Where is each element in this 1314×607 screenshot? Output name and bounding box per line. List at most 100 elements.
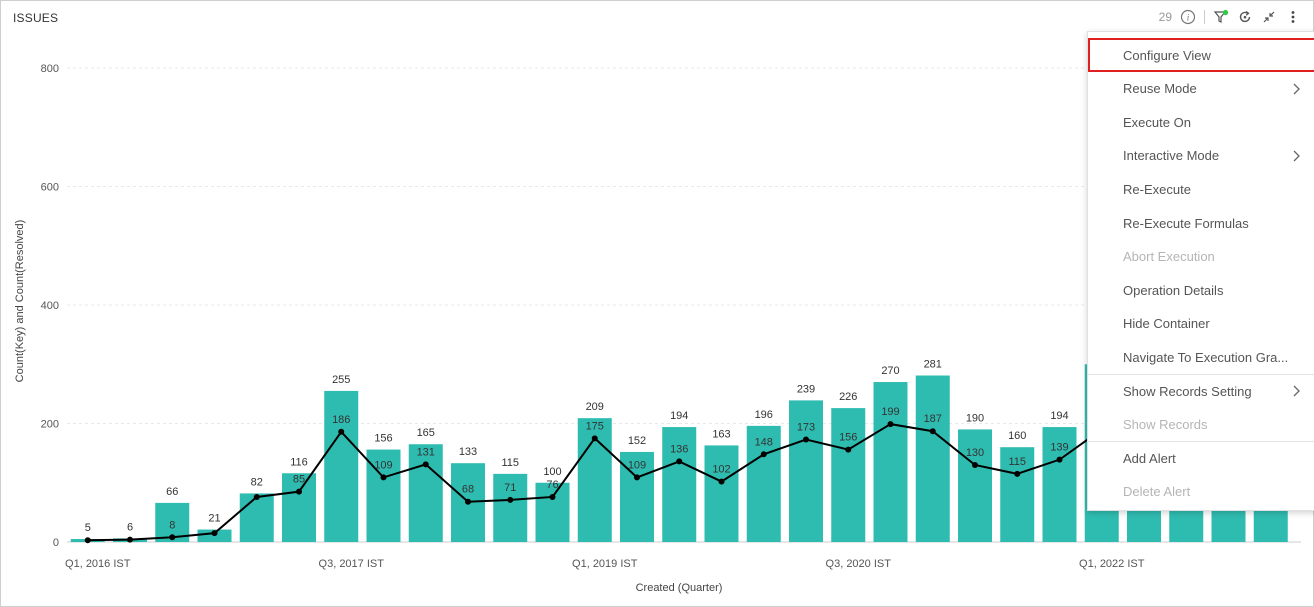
menu-item-label: Navigate To Execution Gra... <box>1123 349 1289 365</box>
chevron-right-icon <box>1288 81 1304 97</box>
line-point[interactable] <box>718 478 725 485</box>
bar[interactable] <box>408 444 443 542</box>
line-point[interactable] <box>465 498 471 505</box>
bar-data-label: 66 <box>166 486 178 498</box>
menu-item-interactive-mode[interactable]: Interactive Mode <box>1088 139 1314 173</box>
line-point[interactable] <box>253 493 260 500</box>
bar[interactable] <box>282 473 316 542</box>
line-point[interactable] <box>676 458 683 465</box>
x-tick-label: Q1, 2016 IST <box>65 558 131 570</box>
x-tick-label: Q3, 2020 IST <box>826 558 892 570</box>
menu-item-show-records-setting[interactable]: Show Records Setting <box>1088 374 1314 408</box>
line-point[interactable] <box>211 530 218 537</box>
x-axis-label: Created (Quarter) <box>636 582 723 594</box>
line-point[interactable] <box>380 474 387 481</box>
context-menu: Configure View Reuse Mode Execute On Intera… <box>1087 31 1314 511</box>
line-point[interactable] <box>507 496 514 503</box>
menu-item-abort-execution: Abort Execution <box>1088 240 1314 274</box>
line-data-label: 136 <box>670 443 688 455</box>
line-point[interactable] <box>169 534 176 541</box>
more-vertical-icon[interactable] <box>1285 9 1301 25</box>
bar[interactable] <box>915 375 950 542</box>
info-icon[interactable]: i <box>1180 9 1196 25</box>
bar[interactable] <box>1000 447 1035 542</box>
bar-data-label: 196 <box>755 409 773 421</box>
y-tick-label: 0 <box>53 537 59 549</box>
menu-item-label: Show Records Setting <box>1123 383 1252 399</box>
line-data-label: 102 <box>712 464 730 476</box>
menu-item-label: Operation Details <box>1123 282 1224 298</box>
bar[interactable] <box>789 400 823 542</box>
bar[interactable] <box>831 408 866 542</box>
panel-toolbar: 29 i <box>1159 7 1301 27</box>
line-data-label: 115 <box>1008 456 1026 468</box>
refresh-icon[interactable] <box>1237 9 1253 25</box>
menu-item-delete-alert: Delete Alert <box>1088 475 1314 509</box>
menu-item-re-execute-formulas[interactable]: Re-Execute Formulas <box>1088 206 1314 240</box>
bar[interactable] <box>1042 427 1077 542</box>
line-point[interactable] <box>338 428 345 435</box>
bar-data-label: 82 <box>251 476 263 488</box>
menu-item-reuse-mode[interactable]: Reuse Mode <box>1088 72 1314 106</box>
menu-item-re-execute[interactable]: Re-Execute <box>1088 172 1314 206</box>
line-point[interactable] <box>803 436 809 443</box>
line-point[interactable] <box>760 451 767 458</box>
bar-data-label: 190 <box>966 412 984 424</box>
bar[interactable] <box>239 493 274 542</box>
line-data-label: 85 <box>293 474 305 486</box>
bar[interactable] <box>535 482 570 542</box>
bar-data-label: 270 <box>881 365 899 377</box>
menu-item-add-alert[interactable]: Add Alert <box>1088 441 1314 475</box>
line-point[interactable] <box>84 537 91 544</box>
bar-data-label: 100 <box>543 466 561 478</box>
line-point[interactable] <box>1014 470 1021 477</box>
line-data-labels: 8 85 186 109 131 68 71 76 175 109 136 102 148 173 156 1… <box>169 406 1068 531</box>
line-point[interactable] <box>296 488 302 495</box>
line-point[interactable] <box>929 428 936 435</box>
menu-divider <box>1088 441 1314 443</box>
line-point[interactable] <box>634 474 640 481</box>
line-data-label: 139 <box>1050 442 1068 454</box>
panel-title: ISSUES <box>13 11 59 25</box>
bar-data-label: 194 <box>1050 410 1068 422</box>
line-data-label: 199 <box>881 406 899 418</box>
bar[interactable] <box>324 390 359 542</box>
menu-item-label: Show Records <box>1123 417 1208 433</box>
toolbar-separator <box>1204 10 1205 24</box>
menu-item-execute-on[interactable]: Execute On <box>1088 105 1314 139</box>
bar[interactable] <box>704 445 739 542</box>
menu-item-label: Add Alert <box>1123 450 1176 466</box>
line-point[interactable] <box>591 435 598 442</box>
line-point[interactable] <box>887 421 894 428</box>
bar[interactable] <box>746 425 781 542</box>
menu-item-label: Abort Execution <box>1123 249 1215 265</box>
menu-item-hide-container[interactable]: Hide Container <box>1088 307 1314 341</box>
menu-item-navigate-to-execution-gra[interactable]: Navigate To Execution Gra... <box>1088 340 1314 374</box>
menu-item-label: Interactive Mode <box>1123 148 1220 164</box>
bar-data-label: 6 <box>127 521 133 533</box>
line-data-label: 148 <box>755 436 773 448</box>
line-point[interactable] <box>845 446 852 453</box>
line-point[interactable] <box>127 536 133 543</box>
line-point[interactable] <box>549 493 556 500</box>
line-point[interactable] <box>422 461 429 468</box>
line-point[interactable] <box>972 461 978 468</box>
bar-data-label: 281 <box>924 359 942 371</box>
bar[interactable] <box>662 427 697 542</box>
line-points <box>84 421 1105 544</box>
bar[interactable] <box>873 382 908 542</box>
bar-data-label: 255 <box>332 374 350 386</box>
x-tick-label: Q3, 2017 IST <box>319 558 385 570</box>
menu-item-configure-view[interactable]: Configure View <box>1088 38 1314 72</box>
y-tick-label: 200 <box>41 419 59 431</box>
filter-icon[interactable] <box>1213 9 1229 25</box>
bar[interactable] <box>493 473 528 542</box>
collapse-icon[interactable] <box>1261 9 1277 25</box>
line-data-label: 173 <box>797 421 815 433</box>
bar[interactable] <box>958 429 992 542</box>
line-point[interactable] <box>1056 456 1063 463</box>
menu-item-operation-details[interactable]: Operation Details <box>1088 273 1314 307</box>
chevron-right-icon <box>1288 148 1304 164</box>
